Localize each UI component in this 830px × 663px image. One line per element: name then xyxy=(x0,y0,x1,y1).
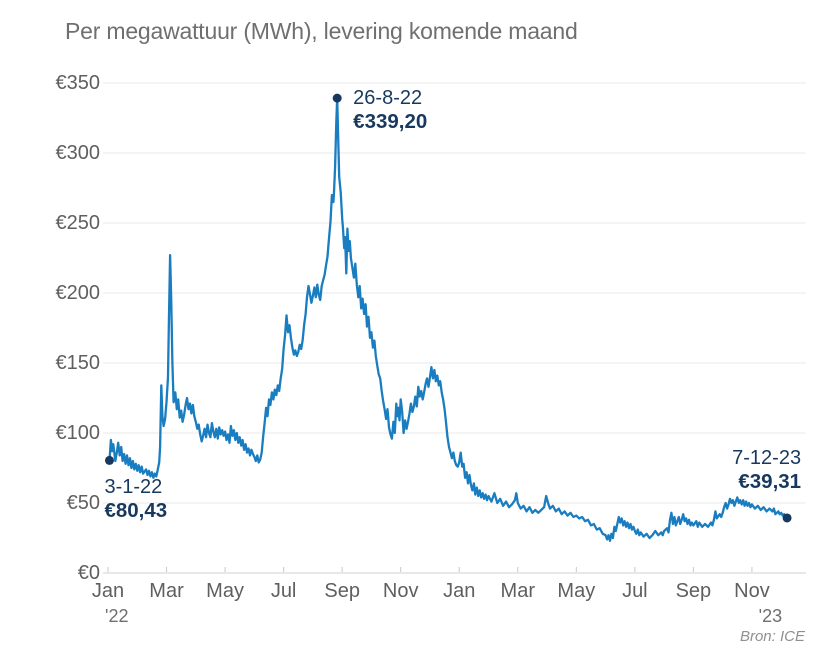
annotation-date: 3-1-22 xyxy=(104,476,163,499)
y-axis-label: €100 xyxy=(55,422,101,444)
annotation-value: €39,31 xyxy=(738,469,802,493)
x-axis-label: Sep xyxy=(324,580,360,602)
x-axis-label: Sep xyxy=(675,580,712,602)
x-axis-label: Nov xyxy=(734,580,770,602)
year-label: '22 xyxy=(105,606,129,626)
y-axis-label: €250 xyxy=(55,212,101,234)
chart-title: Per megawattuur (MWh), levering komende … xyxy=(65,18,578,44)
x-axis-label: May xyxy=(557,580,596,602)
annotation-date: 26-8-22 xyxy=(353,87,423,110)
x-axis-label: Jul xyxy=(622,580,648,602)
y-axis-label: €150 xyxy=(55,352,101,374)
x-axis-label: May xyxy=(206,580,244,602)
year-label: '23 xyxy=(758,606,783,626)
x-axis-label: Jan xyxy=(91,580,125,602)
annotation-dot xyxy=(332,93,342,103)
source-credit: Bron: ICE xyxy=(739,628,805,645)
data-annotation: 7-12-23 €39,31 xyxy=(732,447,801,493)
x-axis-label: Mar xyxy=(149,580,184,602)
annotation-dot xyxy=(782,513,792,523)
data-annotation: 3-1-22 €80,43 xyxy=(104,476,167,522)
y-axis-label: €200 xyxy=(55,282,101,304)
y-axis-label: €300 xyxy=(55,142,101,164)
annotation-date: 7-12-23 xyxy=(732,446,802,469)
annotation-dot xyxy=(104,455,114,465)
annotation-value: €339,20 xyxy=(353,110,428,134)
y-axis-label: €350 xyxy=(55,72,101,94)
x-axis-label: Nov xyxy=(382,580,419,602)
price-line xyxy=(108,96,789,542)
annotation-value: €80,43 xyxy=(104,499,168,523)
x-axis-label: Mar xyxy=(500,580,535,602)
y-axis-label: €50 xyxy=(66,492,100,514)
data-annotation: 26-8-22 €339,20 xyxy=(353,87,427,133)
x-axis-label: Jan xyxy=(443,580,476,602)
x-axis-label: Jul xyxy=(270,580,297,602)
y-axis-label: €0 xyxy=(77,562,100,584)
